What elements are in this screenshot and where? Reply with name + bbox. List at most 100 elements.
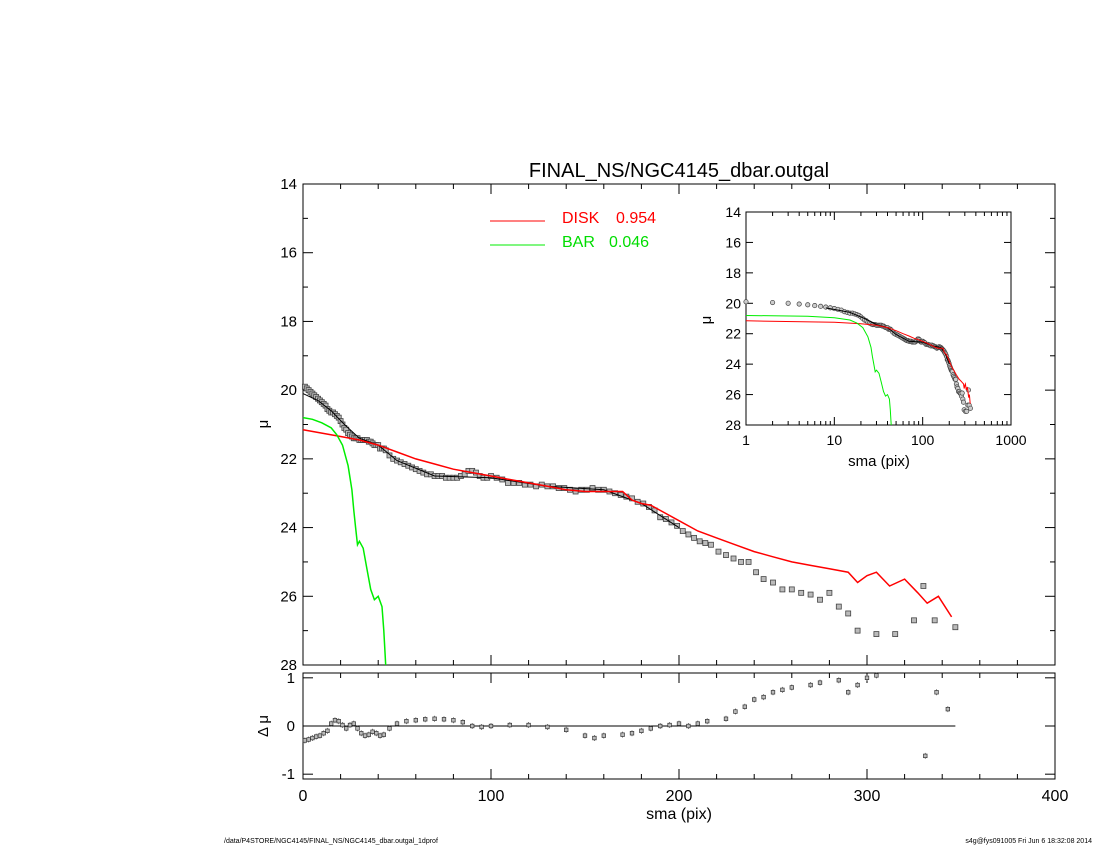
residual-point [329,721,334,726]
residual-x-tick-label: 200 [666,788,693,805]
residual-point [370,729,375,734]
residual-point [432,716,437,721]
residual-point [413,718,418,723]
inset-x-tick-label: 1000 [995,432,1026,448]
disk-line [302,428,953,618]
residual-point [658,723,663,729]
observed-point [696,538,703,545]
inset-observed-point [743,299,749,305]
observed-point [817,596,823,603]
residual-point [733,709,738,714]
residual-point [836,678,841,683]
inset-y-tick-label: 26 [725,387,741,403]
residual-y-tick-label: 1 [287,670,295,687]
residual-point [864,675,870,680]
main-y-tick-label: 22 [280,451,297,468]
residual-point [592,735,597,741]
residual-point [855,682,860,688]
observed-point [723,552,729,558]
residual-x-tick-label: 100 [478,788,505,805]
observed-point [807,591,814,598]
residual-point [441,717,447,722]
residual-point [362,733,368,738]
residual-x-axis-label: sma (pix) [646,806,712,823]
inset-observed-point [805,302,811,308]
footer-path: /data/P4STORE/NGC4145/FINAL_NS/NGC4145_d… [224,838,438,845]
residual-point [404,719,409,724]
residual-point [564,727,569,733]
residual-point [923,753,928,759]
inset-axis-ticks: 14 16 18 20 22 24 26 281 10 100 1000 [725,204,1026,448]
residual-x-tick-label: 300 [854,788,881,805]
observed-point [691,534,697,541]
residual-point [507,722,512,728]
observed-point [892,631,899,637]
observed-point [386,452,393,459]
residual-x-tick-label: 0 [299,788,308,805]
residual-y-tick-label: -1 [282,766,295,783]
inset-observed-point [964,408,970,414]
inset-observed-point [785,300,791,306]
inset-bar-line [745,315,892,426]
observed-point [854,627,861,634]
residual-point [526,722,531,728]
observed-point [911,617,917,624]
residual-point [808,682,813,688]
observed-point [679,528,686,534]
observed-point [745,559,752,565]
residual-point [302,738,308,743]
residual-point [423,717,428,722]
observed-point [578,486,585,493]
footer-stamp: s4g@fys091005 Fri Jun 6 18:32:08 2014 [965,838,1092,845]
residual-point [381,732,386,737]
residual-point [780,687,785,693]
observed-point [845,610,852,617]
residual-panel: 10-10 100 200 300 400 Δ μ sma (pix) [255,670,1068,823]
legend: DISK 0.954 BAR 0.046 [490,210,656,251]
inset-observed-point [818,303,824,309]
inset-y-axis-label: μ [698,316,715,325]
legend-bar-value: 0.046 [609,234,649,251]
observed-point [708,541,714,548]
residual-point [470,723,475,729]
residual-point [545,724,550,730]
residual-point [874,673,879,678]
inset-observed-point [960,399,967,405]
residual-point [686,723,691,729]
inset-x-tick-label: 100 [911,432,935,448]
inset-observed-point [770,299,776,306]
residual-point [789,685,794,690]
residual-point [394,721,400,726]
residual-point [359,731,364,736]
observed-point [931,617,938,624]
observed-point [760,576,767,583]
inset-y-tick-label: 18 [725,265,741,281]
residual-point [695,721,700,726]
inset-y-tick-label: 16 [725,234,741,250]
main-y-tick-label: 28 [280,657,297,674]
residual-point [321,731,326,736]
residual-point [705,719,710,724]
residual-point [366,732,371,737]
residual-point [317,733,323,738]
residual-point [377,733,383,738]
main-y-tick-label: 14 [280,176,297,193]
residual-point [752,697,757,702]
residual-point [347,722,353,728]
inset-y-tick-label: 22 [725,326,741,342]
residual-point [314,734,319,739]
residual-point [676,721,682,726]
main-y-tick-label: 16 [280,245,297,262]
observed-point [952,624,959,631]
residual-point [374,731,379,736]
main-y-tick-label: 24 [280,520,297,537]
residual-point [340,722,345,728]
residual-x-tick-label: 400 [1042,788,1069,805]
residual-point [817,680,823,685]
observed-point [715,548,722,555]
residual-point [770,690,776,695]
inset-y-tick-label: 20 [725,295,741,311]
residual-point [325,728,330,733]
observed-point [779,586,786,593]
